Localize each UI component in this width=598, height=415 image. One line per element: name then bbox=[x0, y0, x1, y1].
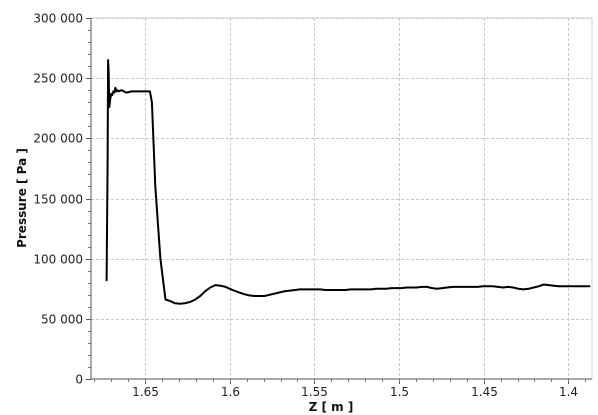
x-tick-label: 1.45 bbox=[471, 385, 498, 399]
plot-background bbox=[91, 18, 592, 379]
y-tick-label: 250 000 bbox=[33, 72, 83, 86]
x-tick-label: 1.4 bbox=[559, 385, 578, 399]
y-axis-title: Pressure [ Pa ] bbox=[15, 148, 29, 248]
x-tick-label: 1.55 bbox=[301, 385, 328, 399]
x-axis-title: Z [ m ] bbox=[309, 400, 354, 414]
y-tick-label: 300 000 bbox=[33, 12, 83, 26]
y-tick-label: 50 000 bbox=[41, 313, 83, 327]
y-tick-label: 150 000 bbox=[33, 193, 83, 207]
y-tick-label: 200 000 bbox=[33, 132, 83, 146]
x-tick-label: 1.5 bbox=[390, 385, 409, 399]
x-tick-label: 1.65 bbox=[132, 385, 159, 399]
y-tick-label: 100 000 bbox=[33, 253, 83, 267]
y-tick-label: 0 bbox=[75, 373, 83, 387]
x-tick-label: 1.6 bbox=[221, 385, 240, 399]
y-axis-ticks: 0 50 000 100 000 150 000 200 000 250 000 300 0… bbox=[33, 12, 91, 387]
x-axis-ticks: 1.65 1.6 1.55 1.5 1.45 1.4 bbox=[94, 379, 586, 399]
pressure-series-line bbox=[105, 59, 591, 305]
series-layer bbox=[105, 59, 591, 305]
